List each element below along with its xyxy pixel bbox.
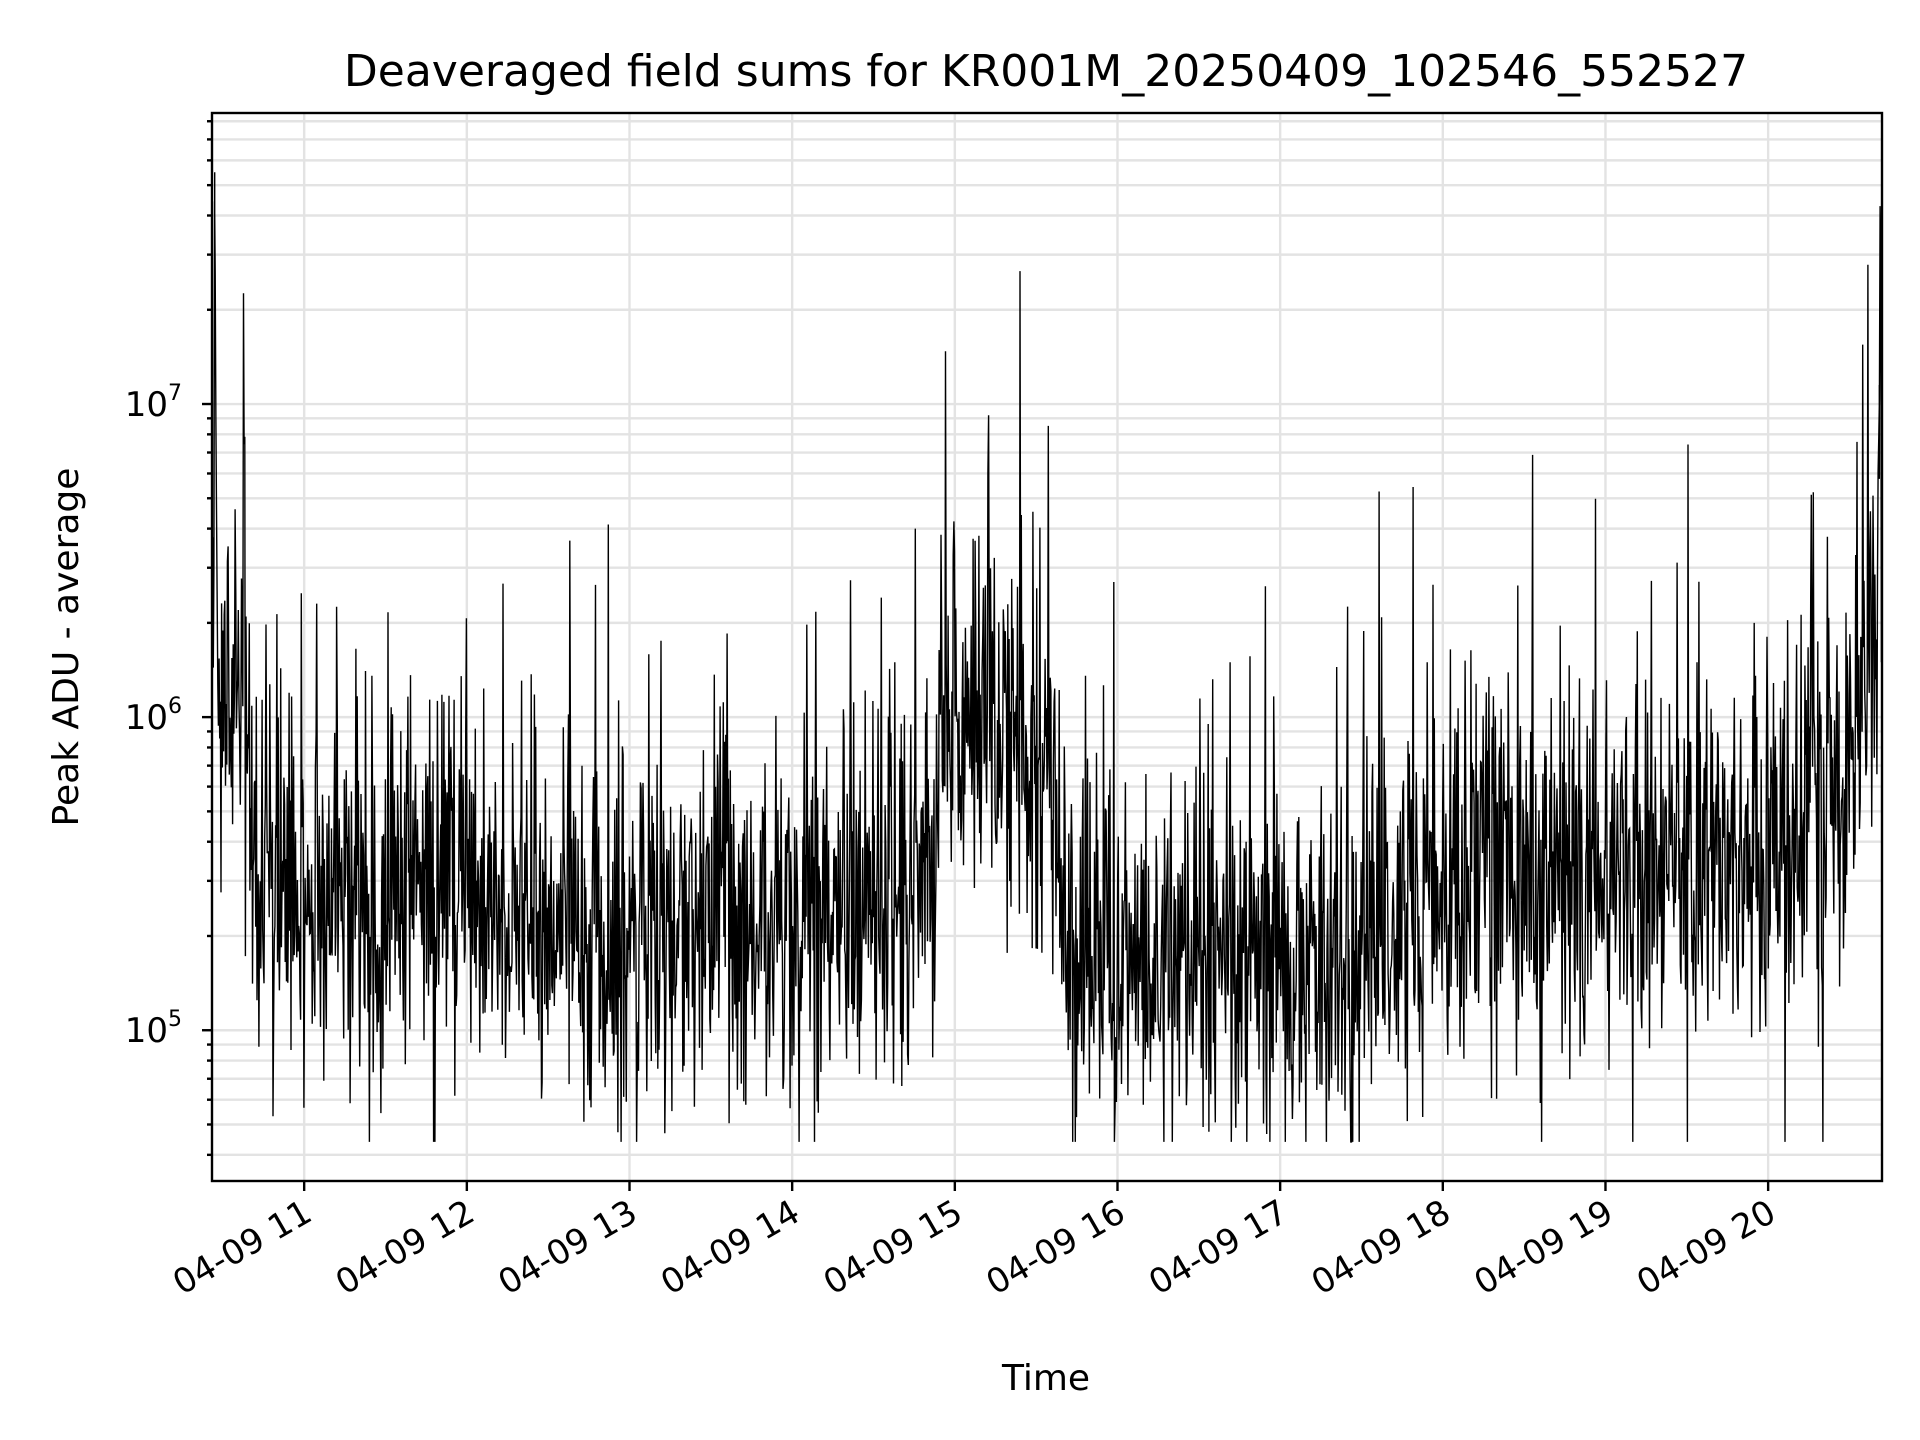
y-axis-label: Peak ADU - average [46, 468, 87, 827]
plot-area [212, 172, 1882, 1143]
x-tick-label: 04-09 13 [492, 1192, 644, 1303]
y-tick-label: 106 [125, 694, 182, 738]
x-tick-label: 04-09 15 [817, 1192, 969, 1303]
series-line [212, 172, 1882, 1143]
axes-frame [210, 111, 1884, 1183]
x-tick-label: 04-09 16 [980, 1192, 1132, 1303]
x-tick-label: 04-09 12 [329, 1192, 481, 1303]
y-tick-label: 105 [125, 1007, 182, 1051]
grid [212, 113, 1882, 1181]
x-tick-label: 04-09 19 [1468, 1192, 1620, 1303]
x-tick-label: 04-09 17 [1142, 1192, 1294, 1303]
y-axis: 105 106 107 [125, 120, 212, 1157]
x-tick-label: 04-09 14 [654, 1192, 806, 1303]
x-tick-label: 04-09 20 [1630, 1192, 1782, 1303]
x-tick-label: 04-09 11 [166, 1192, 318, 1303]
y-tick-label: 107 [125, 381, 182, 425]
x-axis-label: Time [1001, 1358, 1090, 1399]
x-axis: 04-09 11 04-09 12 04-09 13 04-09 14 04-09 15… [166, 1181, 1783, 1303]
x-tick-label: 04-09 18 [1305, 1192, 1457, 1303]
chart-title: Deaveraged field sums for KR001M_2025040… [344, 46, 1748, 97]
